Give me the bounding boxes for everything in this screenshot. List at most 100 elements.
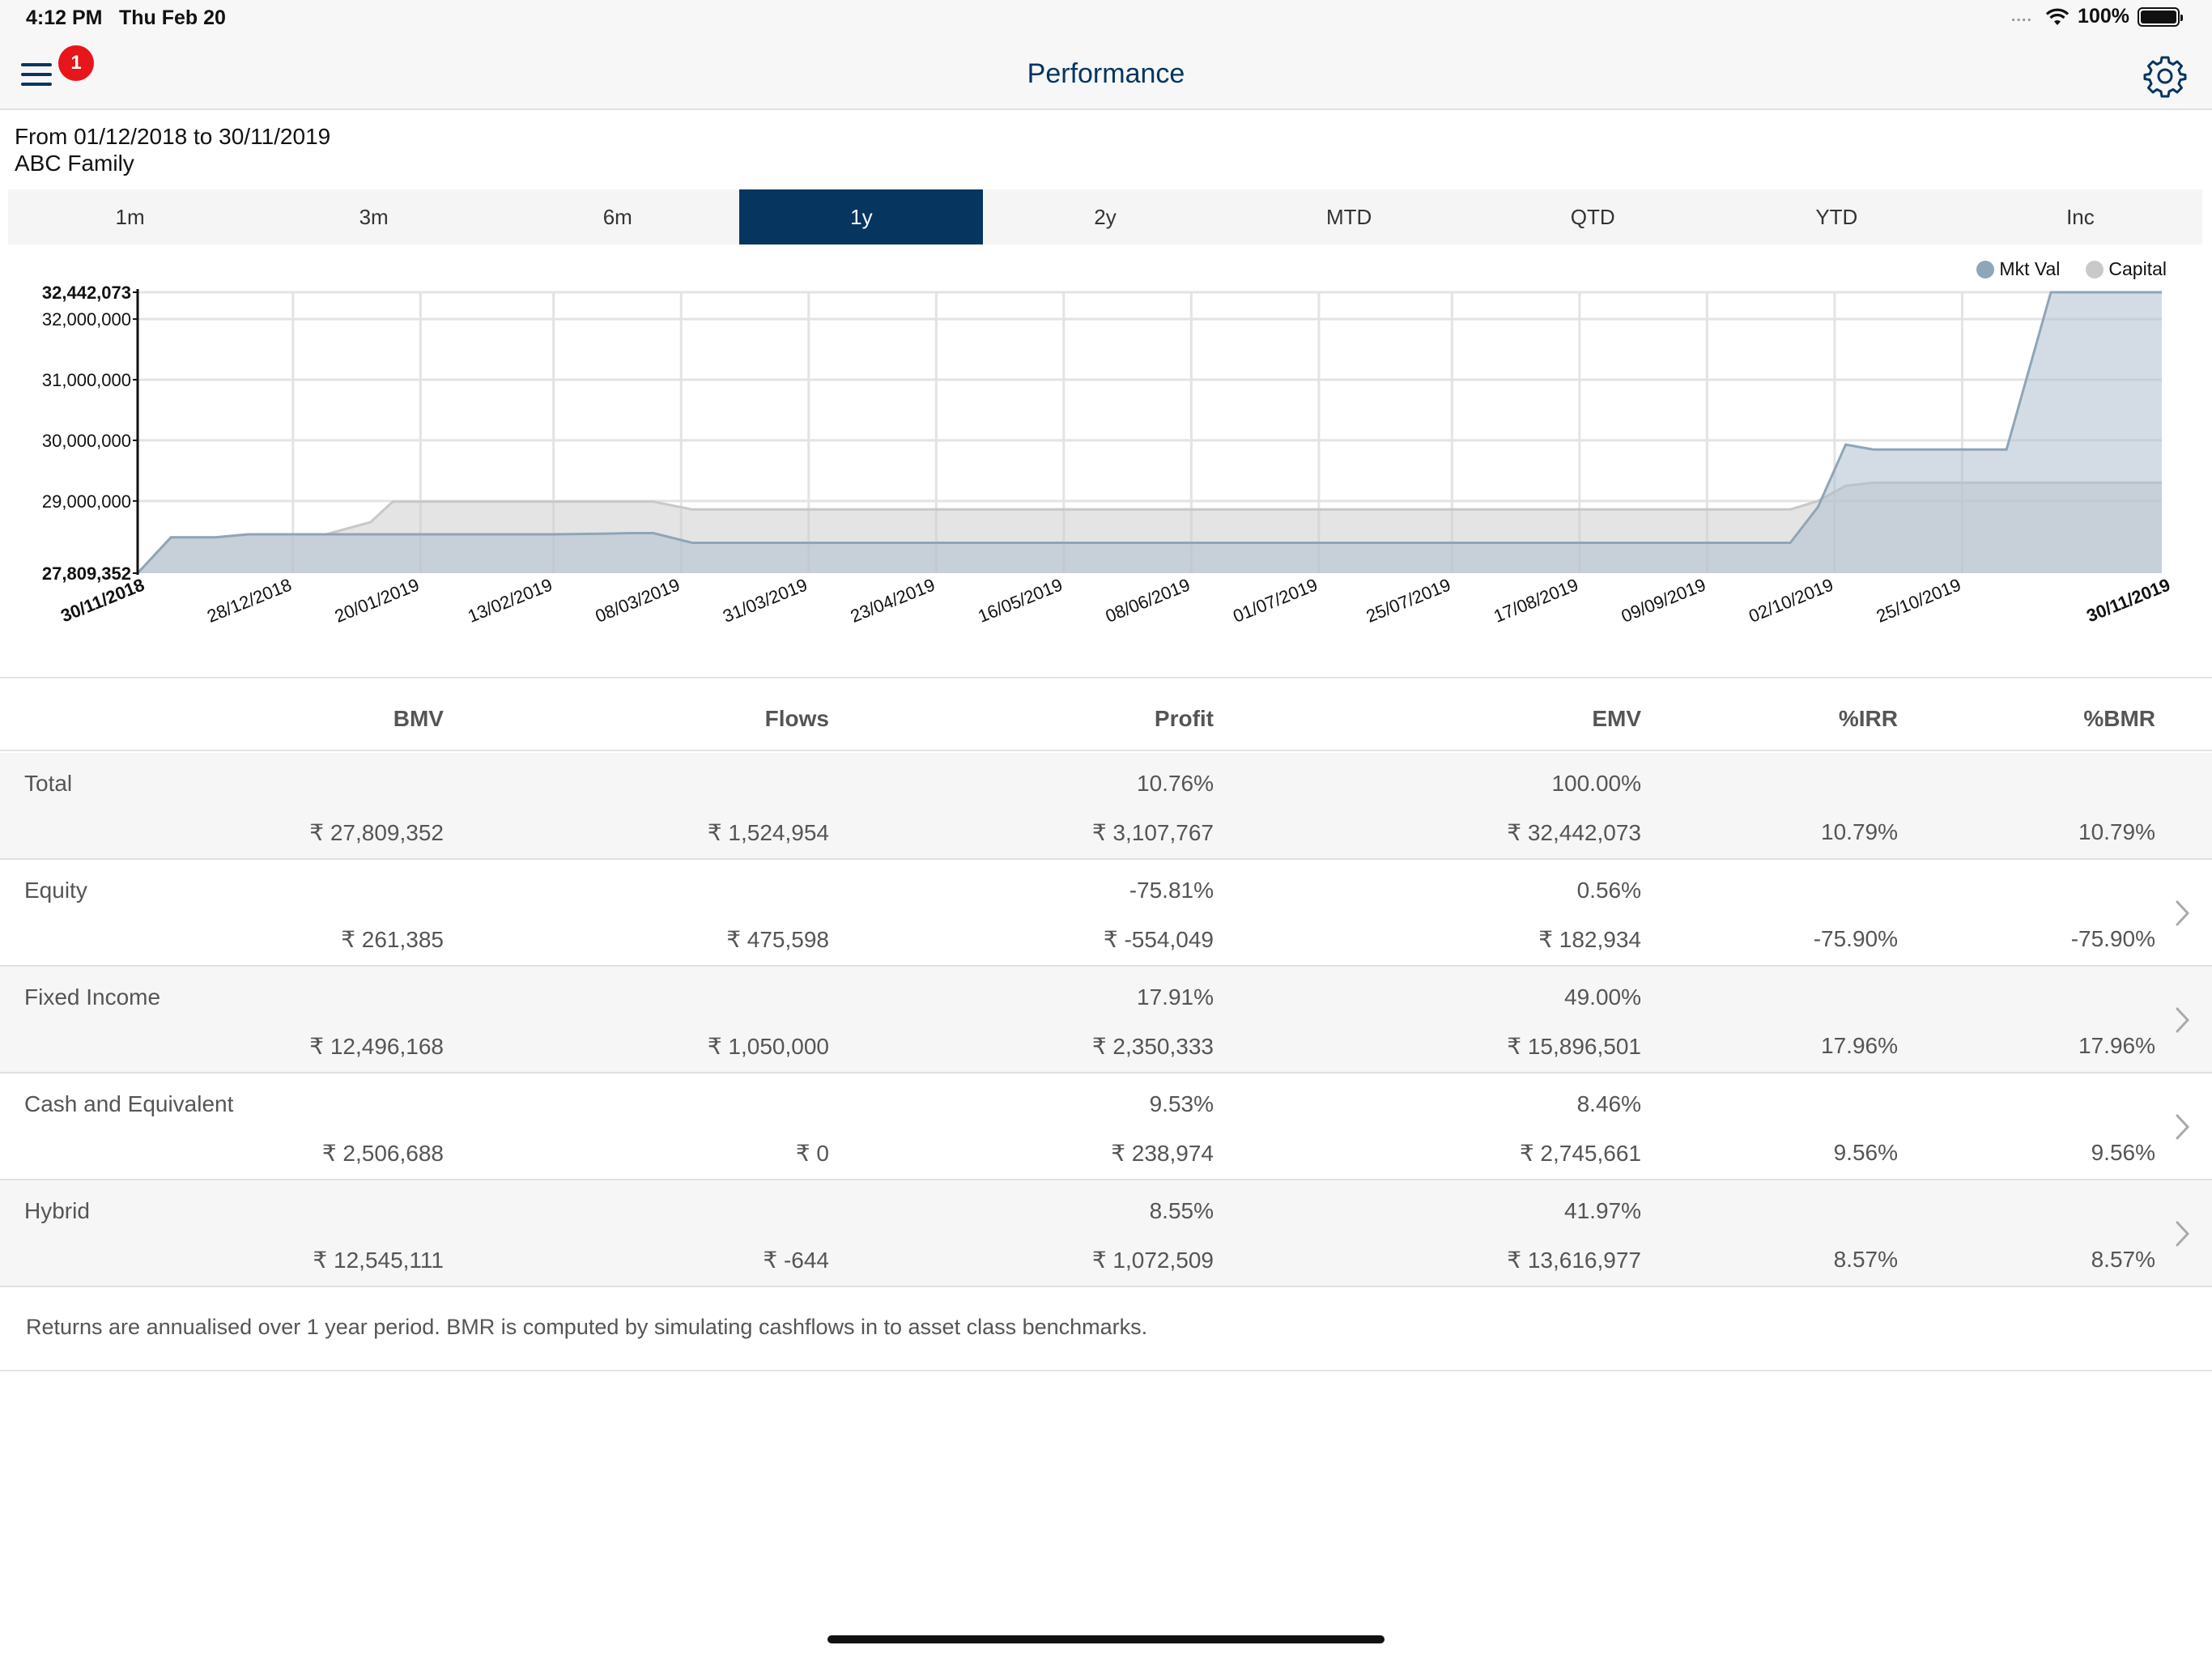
x-tick-label: 31/03/2019 (720, 574, 810, 626)
irr-cell: 9.56% (1833, 1140, 1898, 1165)
status-bar: 4:12 PM Thu Feb 20 .... 100% (0, 0, 2212, 39)
x-tick-label: 13/02/2019 (465, 574, 555, 626)
profit-cell: ₹ 3,107,767 (1091, 820, 1214, 845)
x-tick-label: 16/05/2019 (975, 574, 1065, 626)
series-area-mkt-val (138, 292, 2162, 573)
emv-cell: ₹ 32,442,073 (1507, 820, 1641, 845)
y-tick-label: 32,000,000 (42, 309, 131, 329)
legend-item-mkt-val: Mkt Val (1976, 258, 2060, 280)
table-row-total: Total 10.76% 100.00% ₹ 27,809,352 ₹ 1,524,95… (0, 753, 2212, 860)
profit-cell: ₹ 2,350,333 (1091, 1034, 1214, 1059)
bmr-cell: 8.57% (2091, 1247, 2155, 1272)
bmv-cell: ₹ 12,545,111 (313, 1248, 444, 1273)
y-tick-label: 29,000,000 (42, 491, 131, 512)
row-label: Equity (24, 878, 87, 903)
row-label: Fixed Income (24, 984, 161, 1010)
hamburger-menu-icon (21, 63, 52, 86)
column-header-bmv: BMV (393, 706, 444, 731)
flows-cell: ₹ 1,524,954 (707, 820, 829, 845)
chevron-right-icon[interactable] (2173, 1218, 2193, 1250)
status-time: 4:12 PM (26, 6, 103, 29)
x-tick-label: 28/12/2018 (204, 574, 294, 626)
tab-6m[interactable]: 6m (602, 205, 632, 229)
tab-ytd[interactable]: YTD (1815, 205, 1858, 229)
column-header-irr: %IRR (1838, 706, 1898, 731)
row-label: Hybrid (24, 1198, 90, 1223)
status-indicators: .... 100% (2010, 5, 2183, 28)
home-indicator (827, 1635, 1385, 1643)
bmv-cell: ₹ 2,506,688 (321, 1141, 444, 1166)
y-tick-label: 30,000,000 (42, 431, 131, 451)
profit-cell: ₹ -554,049 (1103, 927, 1214, 952)
battery-icon (2138, 6, 2183, 27)
emv-cell: ₹ 15,896,501 (1507, 1034, 1641, 1059)
emv-cell: ₹ 182,934 (1538, 927, 1641, 952)
x-tick-label: 25/10/2019 (1874, 574, 1963, 626)
notification-badge: 1 (58, 45, 94, 81)
cellular-signal-icon: .... (2010, 7, 2033, 25)
series-line-mkt-val (136, 291, 2162, 575)
tab-qtd[interactable]: QTD (1570, 205, 1615, 229)
profit-percent-cell: 10.76% (1137, 771, 1214, 796)
bmv-cell: ₹ 261,385 (341, 927, 444, 952)
irr-cell: 17.96% (1821, 1033, 1898, 1058)
profit-cell: ₹ 238,974 (1111, 1141, 1214, 1166)
navigation-bar: 1 Performance (0, 39, 2212, 110)
profit-percent-cell: 17.91% (1137, 984, 1214, 1010)
table-header: BMV Flows Profit EMV %IRR %BMR (0, 677, 2212, 751)
flows-cell: ₹ 475,598 (726, 927, 829, 952)
x-tick-label: 30/11/2019 (2084, 574, 2173, 626)
report-info: From 01/12/2018 to 30/11/2019 ABC Family (15, 123, 330, 176)
emv-percent-cell: 0.56% (1576, 878, 1641, 903)
flows-cell: ₹ -644 (763, 1248, 829, 1273)
chevron-right-icon[interactable] (2173, 897, 2193, 929)
tab-mtd[interactable]: MTD (1325, 205, 1372, 229)
bmr-cell: 17.96% (2078, 1033, 2155, 1058)
emv-percent-cell: 49.00% (1564, 984, 1641, 1010)
profit-percent-cell: -75.81% (1129, 878, 1214, 903)
bmr-cell: -75.90% (2070, 926, 2155, 951)
footnote-text: Returns are annualised over 1 year perio… (26, 1315, 1148, 1339)
y-tick-label: 31,000,000 (42, 370, 131, 390)
tab-1m[interactable]: 1m (115, 205, 145, 229)
chart-canvas: 27,809,352 29,000,000 30,000,000 31,000,000… (42, 283, 2173, 627)
x-tick-label: 08/06/2019 (1103, 574, 1193, 626)
x-tick-label: 23/04/2019 (848, 574, 938, 626)
irr-cell: 8.57% (1833, 1247, 1898, 1272)
x-tick-label: 02/10/2019 (1746, 574, 1836, 626)
x-tick-label: 25/07/2019 (1363, 574, 1453, 626)
chevron-right-icon[interactable] (2173, 1111, 2193, 1143)
account-name: ABC Family (15, 151, 134, 176)
tab-2y[interactable]: 2y (1094, 205, 1117, 229)
profit-percent-cell: 9.53% (1149, 1091, 1214, 1116)
gear-icon (2143, 56, 2187, 98)
battery-percentage: 100% (2078, 5, 2129, 28)
legend-swatch-mkt-val (1976, 260, 1995, 278)
tab-1y[interactable]: 1y (739, 189, 984, 244)
table-row-hybrid[interactable]: Hybrid 8.55% 41.97% ₹ 12,545,111 ₹ -644 ₹ 1,0… (0, 1180, 2212, 1287)
emv-cell: ₹ 2,745,661 (1519, 1141, 1641, 1166)
status-date: Thu Feb 20 (119, 6, 226, 29)
tab-3m[interactable]: 3m (359, 205, 389, 229)
profit-cell: ₹ 1,072,509 (1091, 1248, 1214, 1273)
x-tick-label: 08/03/2019 (593, 574, 683, 626)
footnote: Returns are annualised over 1 year perio… (0, 1286, 2212, 1371)
column-header-flows: Flows (764, 706, 829, 731)
table-row-cash-and-equivalent[interactable]: Cash and Equivalent 9.53% 8.46% ₹ 2,506,688… (0, 1073, 2212, 1180)
table-row-equity[interactable]: Equity -75.81% 0.56% ₹ 261,385 ₹ 475,598 ₹ -5… (0, 860, 2212, 967)
settings-button[interactable] (2142, 53, 2188, 99)
column-header-profit: Profit (1154, 706, 1214, 731)
x-tick-label: 20/01/2019 (332, 574, 422, 626)
performance-chart: 27,809,352 29,000,000 30,000,000 31,000,000… (0, 247, 2212, 676)
emv-percent-cell: 41.97% (1564, 1198, 1641, 1223)
table-row-fixed-income[interactable]: Fixed Income 17.91% 49.00% ₹ 12,496,168 ₹ 1,… (0, 967, 2212, 1073)
menu-button[interactable] (19, 57, 68, 97)
emv-cell: ₹ 13,616,977 (1507, 1248, 1641, 1273)
page-title: Performance (1027, 58, 1185, 89)
chevron-right-icon[interactable] (2173, 1004, 2193, 1036)
bmv-cell: ₹ 27,809,352 (309, 820, 444, 845)
wifi-icon (2045, 8, 2069, 25)
tab-inc[interactable]: Inc (2066, 205, 2095, 229)
column-header-bmr: %BMR (2083, 706, 2155, 731)
bmv-cell: ₹ 12,496,168 (309, 1034, 444, 1059)
